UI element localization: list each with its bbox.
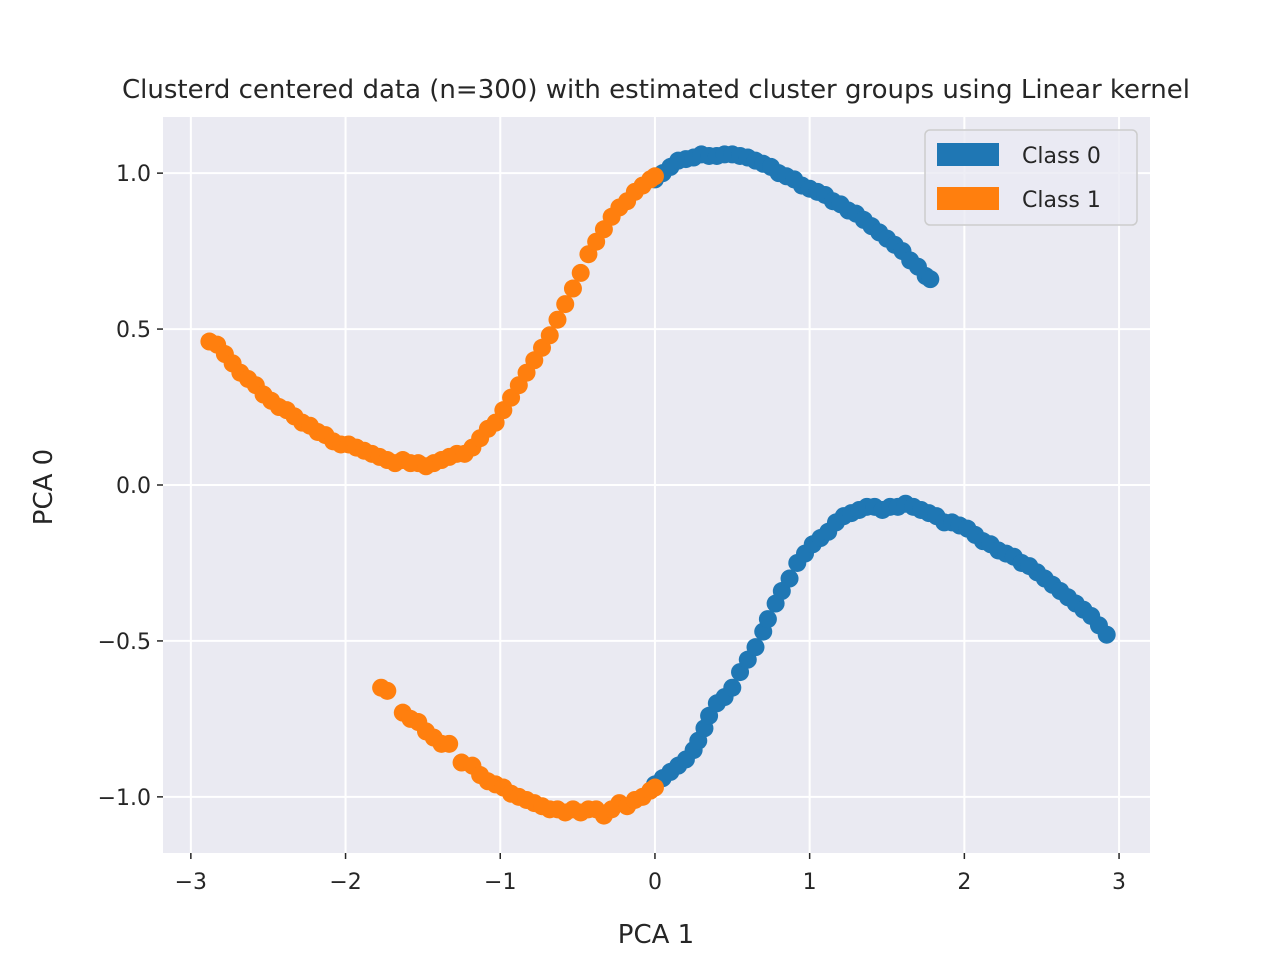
x-tick-label: −3 — [175, 870, 207, 895]
data-point — [440, 734, 459, 753]
x-tick-label: 2 — [957, 870, 971, 895]
chart-title: Clusterd centered data (n=300) with esti… — [122, 75, 1190, 105]
legend-swatch-class-0 — [937, 143, 999, 166]
x-tick-label: 3 — [1112, 870, 1126, 895]
data-point — [780, 569, 799, 588]
x-axis-label: PCA 1 — [618, 920, 694, 950]
data-point — [540, 326, 559, 345]
x-tick-label: 0 — [648, 870, 662, 895]
data-point — [378, 681, 397, 700]
y-tick-label: 0.0 — [116, 474, 151, 499]
data-point — [758, 610, 777, 629]
data-point — [645, 778, 664, 797]
data-point — [571, 263, 590, 282]
y-tick-label: 1.0 — [116, 162, 151, 187]
data-point — [556, 295, 575, 314]
x-tick-label: −2 — [329, 870, 361, 895]
data-point — [563, 279, 582, 298]
legend-swatch-class-1 — [937, 187, 999, 210]
grid — [163, 117, 1150, 853]
series-class-1 — [200, 167, 664, 825]
data-point — [645, 167, 664, 186]
data-point — [1097, 625, 1116, 644]
legend: Class 0 Class 1 — [924, 129, 1138, 226]
data-points — [200, 145, 1116, 825]
data-point — [548, 310, 567, 329]
data-point — [723, 678, 742, 697]
x-tick-label: −1 — [484, 870, 516, 895]
data-point — [921, 270, 940, 289]
x-tick-label: 1 — [803, 870, 817, 895]
legend-label-class-0: Class 0 — [1022, 144, 1101, 169]
ticks: −3 −2 −1 0 1 2 3 −1.0 −0.5 0.0 0.5 1.0 — [98, 162, 1126, 895]
y-tick-label: 0.5 — [116, 318, 151, 343]
y-axis-label: PCA 0 — [29, 449, 59, 525]
y-tick-label: −0.5 — [98, 630, 151, 655]
legend-label-class-1: Class 1 — [1022, 188, 1101, 213]
data-point — [746, 638, 765, 657]
y-tick-label: −1.0 — [98, 786, 151, 811]
